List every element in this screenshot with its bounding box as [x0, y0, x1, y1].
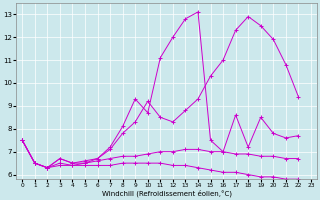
- X-axis label: Windchill (Refroidissement éolien,°C): Windchill (Refroidissement éolien,°C): [101, 190, 232, 197]
